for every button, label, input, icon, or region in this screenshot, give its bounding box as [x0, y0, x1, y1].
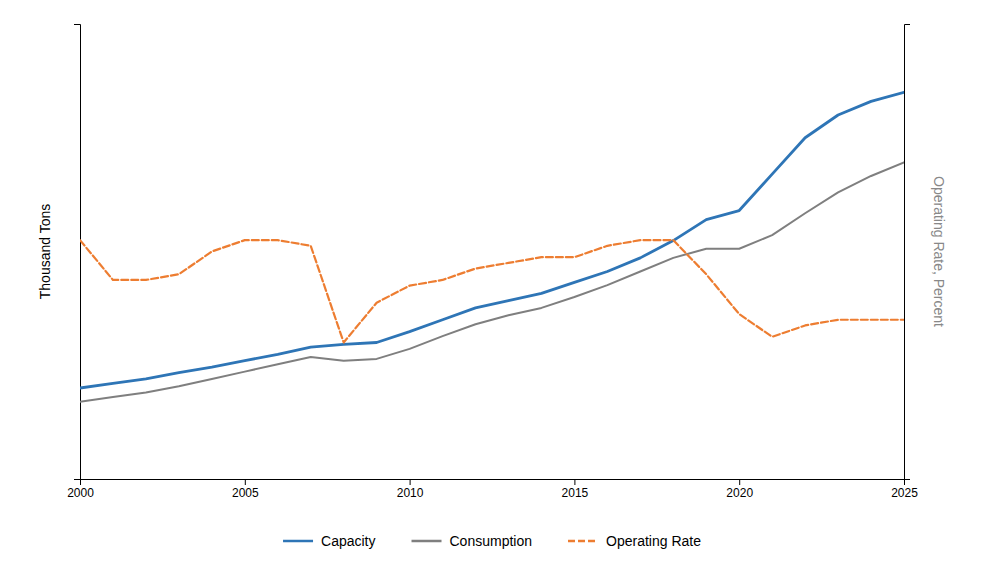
legend-label: Operating Rate — [606, 533, 701, 549]
x-tick: 2010 — [397, 479, 424, 500]
x-tick-label: 2020 — [726, 486, 753, 500]
series-line — [80, 162, 904, 401]
legend: Capacity Consumption Operating Rate — [283, 533, 701, 549]
lines — [80, 92, 904, 401]
chart: 2000 2005 2010 2015 2020 2025 Thousand Tons Ope… — [0, 0, 984, 569]
legend-swatch — [412, 540, 442, 543]
legend-label: Capacity — [321, 533, 375, 549]
x-tick-label: 2015 — [562, 486, 589, 500]
x-tick-mark — [574, 479, 575, 485]
plot: 2000 2005 2010 2015 2020 2025 Thousand Tons Ope… — [37, 25, 947, 500]
x-tick-mark — [245, 479, 246, 485]
y2-axis-title: Operating Rate, Percent — [931, 176, 947, 327]
x-tick-label: 2025 — [891, 486, 918, 500]
x-tick-label: 2000 — [67, 486, 94, 500]
legend-item: Consumption — [412, 533, 533, 549]
legend-item: Capacity — [283, 533, 375, 549]
y2-axis-line — [905, 25, 911, 480]
x-tick: 2025 — [891, 479, 918, 500]
x-tick: 2020 — [726, 479, 753, 500]
legend-swatch — [568, 540, 598, 543]
x-tick-mark — [739, 479, 740, 485]
series-line — [80, 240, 904, 342]
series-line — [80, 92, 904, 388]
x-tick-label: 2005 — [232, 486, 259, 500]
y-axis-line — [74, 25, 81, 480]
y-axis-title: Thousand Tons — [37, 204, 53, 299]
x-tick: 2000 — [67, 479, 94, 500]
x-axis: 2000 2005 2010 2015 2020 2025 — [67, 479, 918, 500]
x-tick-label: 2010 — [397, 486, 424, 500]
legend-label: Consumption — [450, 533, 533, 549]
x-tick-mark — [410, 479, 411, 485]
x-axis-line — [81, 480, 905, 486]
x-tick: 2005 — [232, 479, 259, 500]
legend-swatch — [283, 540, 313, 543]
legend-item: Operating Rate — [568, 533, 701, 549]
x-tick: 2015 — [562, 479, 589, 500]
y-axis — [74, 25, 81, 480]
y2-axis — [905, 25, 911, 480]
